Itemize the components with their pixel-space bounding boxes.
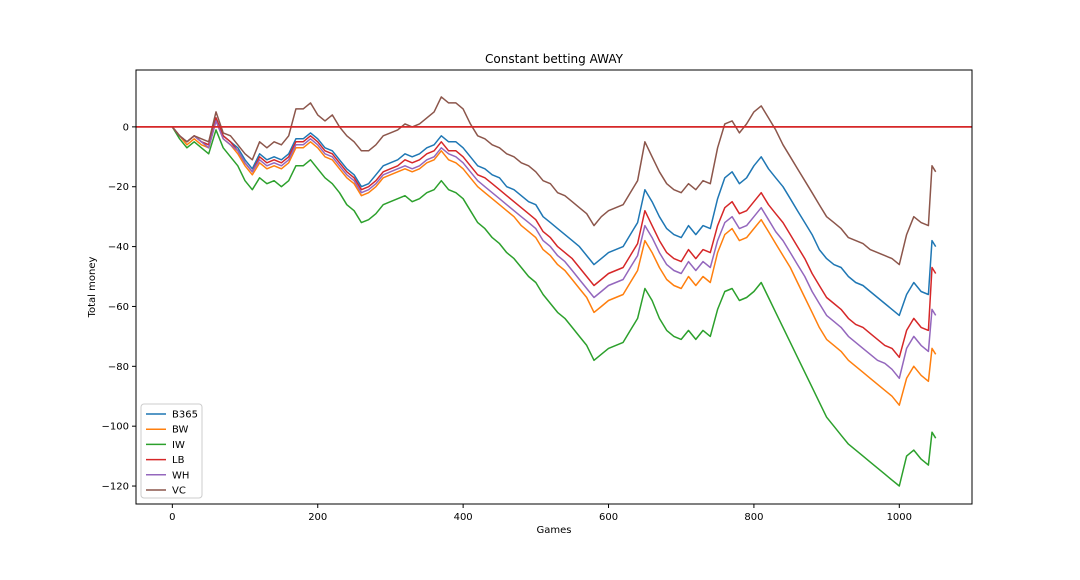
y-tick-label: −60	[108, 302, 129, 313]
series-line-bw	[171, 120, 937, 406]
x-axis: 0 200 400 600 800 1000	[169, 504, 912, 523]
legend-label-bw: BW	[172, 425, 189, 436]
x-tick-label: 0	[169, 512, 175, 523]
chart-title: Constant betting AWAY	[485, 52, 624, 66]
y-tick-label: −100	[102, 422, 129, 433]
y-axis: 0 −20 −40 −60 −80 −100 −120	[102, 122, 136, 493]
series-line-b365	[171, 117, 937, 317]
legend-label-lb: LB	[172, 455, 185, 466]
x-tick-label: 600	[599, 512, 618, 523]
legend-label-wh: WH	[172, 470, 189, 481]
series-line-iw	[171, 126, 937, 487]
series-layer	[171, 96, 937, 487]
x-tick-label: 400	[454, 512, 473, 523]
series-line-wh	[171, 120, 937, 380]
legend: B365 BW IW LB WH VC	[140, 403, 203, 499]
x-axis-label: Games	[537, 525, 572, 536]
y-axis-label: Total money	[87, 257, 98, 319]
legend-label-iw: IW	[172, 440, 185, 451]
series-line-vc	[171, 96, 937, 266]
y-tick-label: −40	[108, 242, 129, 253]
x-tick-label: 800	[744, 512, 763, 523]
y-tick-label: 0	[123, 122, 129, 133]
plot-area-frame	[135, 69, 973, 505]
y-tick-label: −20	[108, 182, 129, 193]
series-line-lb	[171, 117, 937, 359]
x-tick-label: 200	[308, 512, 327, 523]
x-tick-label: 1000	[887, 512, 912, 523]
legend-label-vc: VC	[172, 486, 186, 497]
y-tick-label: −80	[108, 362, 129, 373]
y-tick-label: −120	[102, 482, 129, 493]
legend-label-b365: B365	[172, 410, 198, 421]
